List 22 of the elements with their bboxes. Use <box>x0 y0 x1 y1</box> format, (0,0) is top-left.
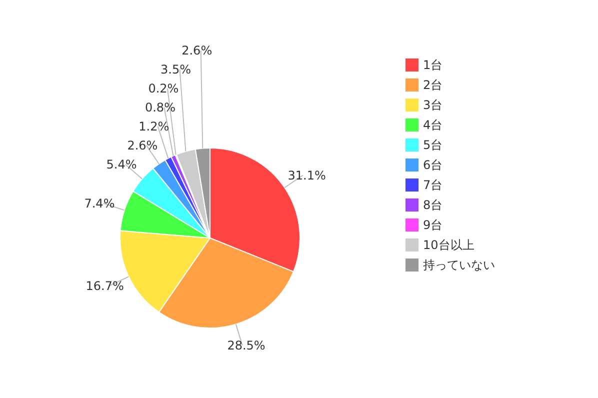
legend-label: 3台 <box>423 98 443 112</box>
data-label: 3.5% <box>160 62 192 76</box>
legend-label: 8台 <box>423 198 443 212</box>
legend-label: 9台 <box>423 218 443 232</box>
legend-label: 6台 <box>423 158 443 172</box>
data-label: 2.6% <box>182 43 212 58</box>
data-label: 0.2% <box>148 81 179 96</box>
data-label: 28.5% <box>227 338 266 352</box>
data-label: 0.8% <box>144 100 176 114</box>
legend-label: 7台 <box>423 178 443 192</box>
legend-label: 1台 <box>423 58 443 72</box>
data-label: 31.1% <box>288 168 326 182</box>
data-label: 7.4% <box>84 196 115 210</box>
legend-label: 4台 <box>423 118 443 132</box>
legend-label: 10台以上 <box>423 238 474 252</box>
legend-label: 2台 <box>423 78 443 92</box>
legend-label: 5台 <box>423 138 443 152</box>
data-label: 2.6% <box>127 138 158 152</box>
data-label: 5.4% <box>106 157 137 172</box>
data-label: 1.2% <box>138 119 170 134</box>
legend-label: 持っていない <box>423 258 495 272</box>
data-label: 16.7% <box>86 279 124 294</box>
